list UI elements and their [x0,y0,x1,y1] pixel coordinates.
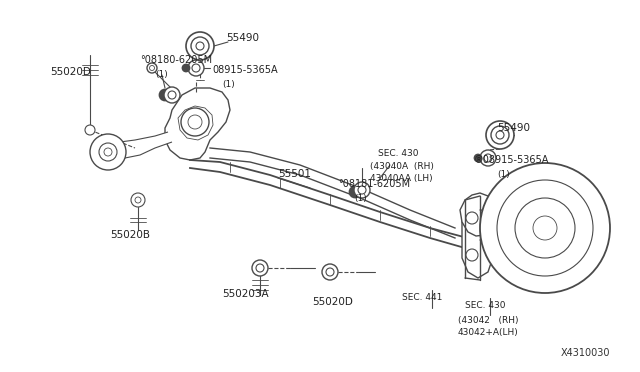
Circle shape [90,134,126,170]
Polygon shape [165,88,230,160]
Circle shape [181,108,209,136]
Circle shape [186,32,214,60]
Polygon shape [462,195,495,278]
Polygon shape [108,132,172,158]
Circle shape [496,131,504,139]
Text: (1): (1) [497,170,509,179]
Circle shape [150,65,154,71]
Text: X4310030: X4310030 [561,348,610,358]
Circle shape [191,37,209,55]
Text: 55020D: 55020D [312,297,353,307]
Circle shape [497,180,593,276]
Circle shape [480,150,496,166]
Circle shape [256,264,264,272]
Circle shape [168,91,176,99]
Text: 43042+A(LH): 43042+A(LH) [458,327,519,337]
Circle shape [484,154,492,162]
Circle shape [196,42,204,50]
Circle shape [164,87,180,103]
Circle shape [147,63,157,73]
Circle shape [160,90,170,100]
Text: (1): (1) [155,70,168,78]
Text: 43040AA (LH): 43040AA (LH) [370,173,433,183]
Circle shape [192,64,200,72]
Circle shape [350,187,360,197]
Text: 55501: 55501 [278,169,311,179]
Circle shape [533,216,557,240]
Polygon shape [460,193,495,236]
Circle shape [466,249,478,261]
Polygon shape [500,175,575,282]
Circle shape [354,182,370,198]
Polygon shape [178,106,213,140]
Circle shape [252,260,268,276]
Text: 55490: 55490 [226,33,259,43]
Text: 550203A: 550203A [222,289,269,299]
Text: 55020D: 55020D [50,67,91,77]
Circle shape [135,197,141,203]
Circle shape [491,126,509,144]
Text: SEC. 430: SEC. 430 [465,301,506,311]
Circle shape [322,264,338,280]
Circle shape [188,60,204,76]
Text: SEC. 430: SEC. 430 [378,150,419,158]
Text: 55020B: 55020B [110,230,150,240]
Circle shape [85,125,95,135]
Circle shape [188,115,202,129]
Text: °08181-6205M: °08181-6205M [338,179,410,189]
Text: °08180-6205M: °08180-6205M [140,55,212,65]
Text: 55490: 55490 [497,123,530,133]
Circle shape [99,143,117,161]
Circle shape [486,121,514,149]
Circle shape [466,212,478,224]
Circle shape [104,148,112,156]
Circle shape [480,163,610,293]
Text: (43042   (RH): (43042 (RH) [458,315,518,324]
Text: 08915-5365A: 08915-5365A [212,65,278,75]
Text: (1): (1) [222,80,235,89]
Circle shape [475,155,481,161]
Circle shape [131,193,145,207]
Text: (1): (1) [354,193,367,202]
Text: SEC. 441: SEC. 441 [402,294,442,302]
Circle shape [326,268,334,276]
Circle shape [183,65,189,71]
Circle shape [358,186,366,194]
Circle shape [515,198,575,258]
Text: ®08915-5365A: ®08915-5365A [474,155,549,165]
Text: (43040A  (RH): (43040A (RH) [370,161,434,170]
